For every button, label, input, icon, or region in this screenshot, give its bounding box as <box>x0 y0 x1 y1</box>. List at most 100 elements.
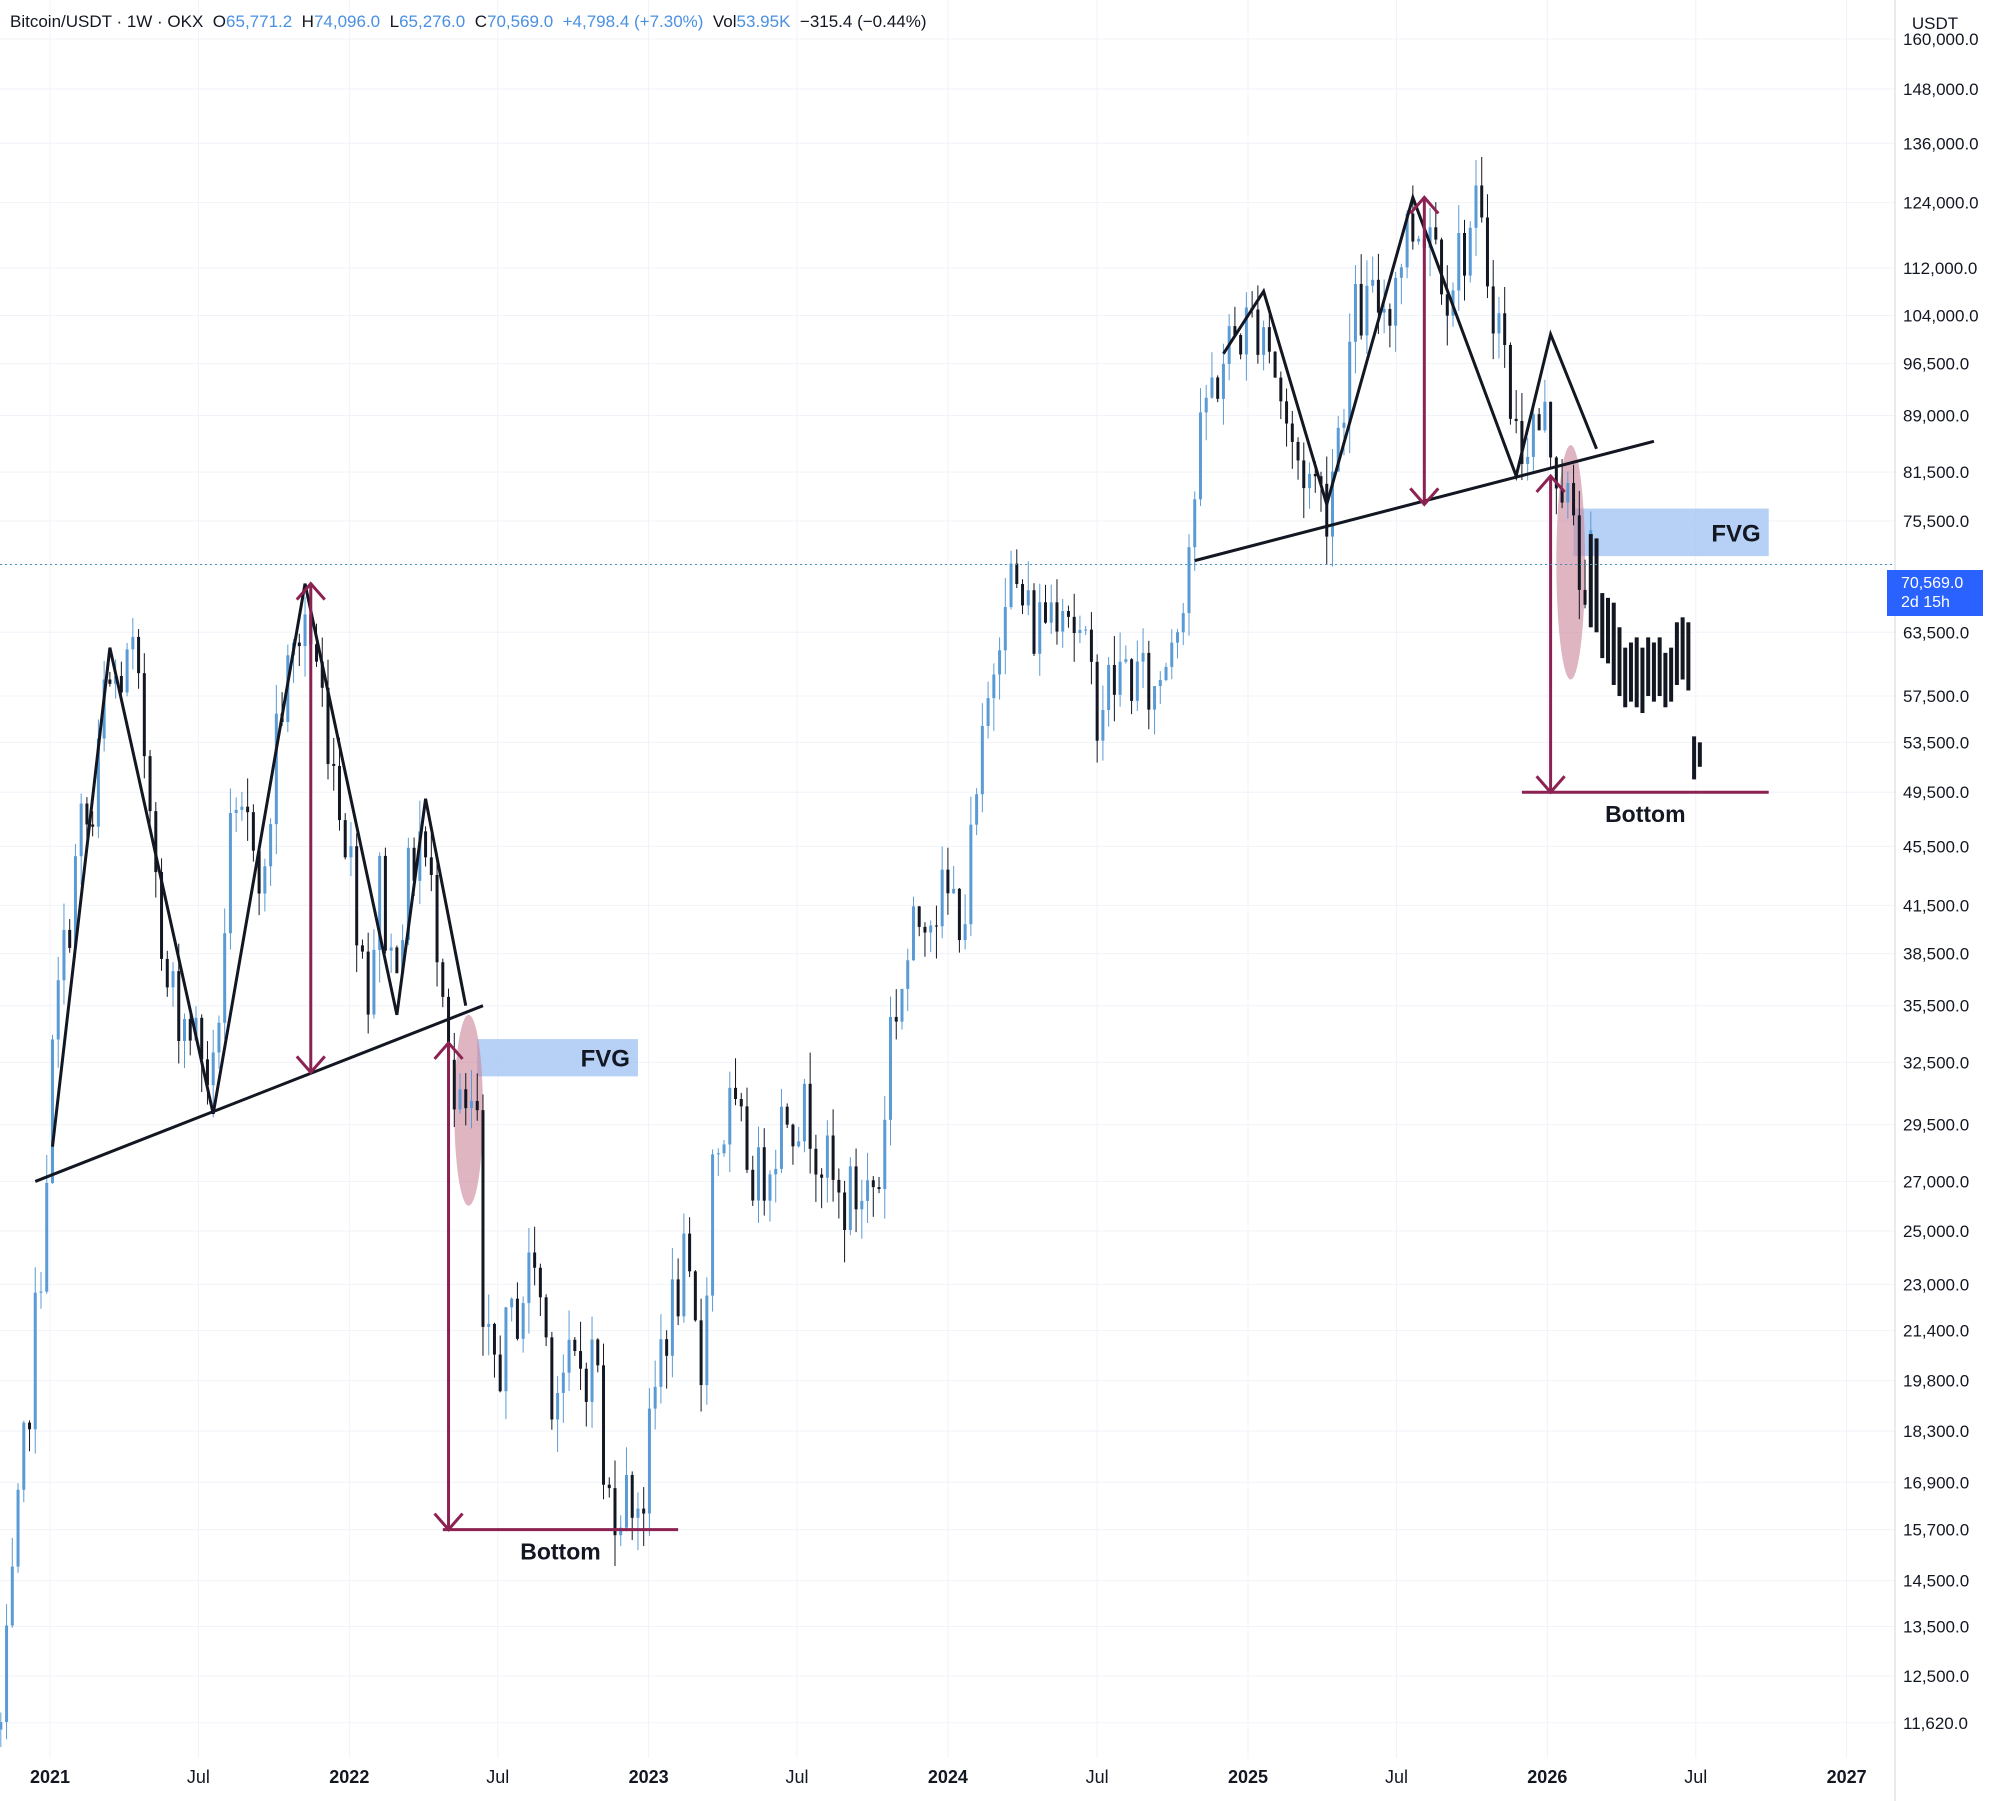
candle-body <box>452 1059 456 1110</box>
candle-body <box>1503 313 1507 345</box>
candle-body <box>889 1016 893 1120</box>
symbol-legend[interactable]: Bitcoin/USDT · 1W · OKX O 65,771.2 H 74,… <box>10 12 927 32</box>
currency-selector[interactable]: USDT <box>1911 14 1959 33</box>
neckline[interactable] <box>34 1004 484 1183</box>
candle-body <box>28 1422 32 1430</box>
symbol-title[interactable]: Bitcoin/USDT · 1W · OKX <box>10 12 204 31</box>
candle-body <box>1428 227 1432 248</box>
candle-body <box>223 933 227 1023</box>
candle-body <box>1066 611 1070 617</box>
candle-body <box>395 947 399 974</box>
candle-body <box>1549 401 1553 458</box>
candle-body <box>946 869 950 894</box>
candle-body <box>1279 377 1283 402</box>
candle-body <box>579 1351 583 1369</box>
candle-body <box>779 1106 783 1169</box>
price-tick-label: 89,000.0 <box>1903 407 1969 426</box>
candle-body <box>561 1372 565 1393</box>
candle-body <box>556 1392 560 1420</box>
head-shoulders-pattern-line[interactable] <box>1222 192 1598 510</box>
candle-body <box>349 846 353 858</box>
candle-body <box>1176 632 1180 643</box>
price-tick-label: 38,500.0 <box>1903 945 1969 964</box>
candle-body <box>1497 313 1501 334</box>
candle-body <box>137 636 141 674</box>
candle-body <box>1084 629 1088 631</box>
candle-body <box>510 1298 514 1308</box>
candle-body <box>1388 309 1392 326</box>
projection-bar <box>1594 538 1599 633</box>
candle-body <box>952 888 956 894</box>
candle-body <box>5 1625 9 1723</box>
candle-body <box>257 850 261 894</box>
candle-body <box>1267 327 1271 352</box>
candle-body <box>251 812 255 851</box>
candle-body <box>802 1083 806 1142</box>
candle-body <box>906 960 910 989</box>
candle-body <box>435 874 439 963</box>
candle-body <box>1273 351 1277 378</box>
gap-highlight-ellipse <box>454 1014 483 1206</box>
candle-body <box>1531 414 1535 457</box>
candle-body <box>602 1365 606 1485</box>
measured-move-arrow[interactable] <box>1409 195 1440 507</box>
projection-bar <box>1606 597 1611 664</box>
candle-body <box>1480 185 1484 218</box>
candle-body <box>1325 483 1329 537</box>
candle-body <box>820 1174 824 1178</box>
candle-body <box>378 855 382 950</box>
candle-body <box>917 906 921 927</box>
price-tick-label: 27,000.0 <box>1903 1172 1969 1191</box>
price-tick-label: 160,000.0 <box>1903 30 1979 49</box>
arrow-head <box>433 1040 464 1060</box>
candle-body <box>676 1279 680 1317</box>
candle-body <box>584 1368 588 1402</box>
price-tick-label: 96,500.0 <box>1903 355 1969 374</box>
candle-body <box>544 1297 548 1338</box>
candle-body <box>1583 589 1587 605</box>
candle-body <box>722 1144 726 1154</box>
candle-body <box>837 1179 841 1193</box>
price-tick-label: 11,620.0 <box>1903 1714 1968 1733</box>
time-tick-label: Jul <box>1684 1767 1707 1787</box>
candle-body <box>372 949 376 1015</box>
head-shoulders-pattern-line[interactable] <box>50 583 468 1147</box>
candle-body <box>1572 483 1576 516</box>
candle-body <box>1526 456 1530 464</box>
candle-body <box>429 857 433 875</box>
candle-body <box>320 661 324 688</box>
fvg-zones: FVG FVG <box>477 508 1769 1077</box>
measured-move-arrow[interactable] <box>295 581 326 1075</box>
time-axis[interactable]: 2021 Jul 2022 Jul 2023 Jul 2024 Jul 2025 Jul 2026 J… <box>30 1767 1867 1787</box>
candle-body <box>929 925 933 933</box>
candle-body <box>165 958 169 988</box>
candle-body <box>475 1101 479 1111</box>
fvg-zone <box>477 1039 638 1077</box>
price-tick-label: 14,500.0 <box>1903 1572 1969 1591</box>
candle-body <box>871 1180 875 1188</box>
time-tick-label: 2026 <box>1527 1767 1567 1787</box>
price-tick-label: 32,500.0 <box>1903 1053 1969 1072</box>
candle-body <box>1038 602 1042 654</box>
candle-body <box>831 1135 835 1180</box>
price-tick-label: 57,500.0 <box>1903 687 1969 706</box>
candle-body <box>1015 563 1019 585</box>
arrow-head <box>295 581 326 601</box>
price-tick-label: 45,500.0 <box>1903 837 1969 856</box>
candle-body <box>1170 642 1174 667</box>
price-axis[interactable]: 11,620.0 12,500.0 13,500.0 14,500.0 15,700.0… <box>1894 0 1979 1801</box>
candle-body <box>705 1295 709 1386</box>
candle-body <box>630 1474 634 1518</box>
candle-body <box>16 1489 20 1567</box>
projection-bar <box>1646 637 1651 697</box>
pattern-lines[interactable] <box>34 192 1655 1183</box>
measure-arrows[interactable] <box>295 195 1566 1532</box>
candle-body <box>1135 661 1139 701</box>
candle-body <box>1468 227 1472 276</box>
last-price-value: 70,569.0 <box>1901 575 1964 592</box>
candle-body <box>217 1022 221 1053</box>
bottom-lines[interactable]: Bottom Bottom <box>442 790 1769 1565</box>
bar-countdown: 2d 15h <box>1901 594 1950 611</box>
